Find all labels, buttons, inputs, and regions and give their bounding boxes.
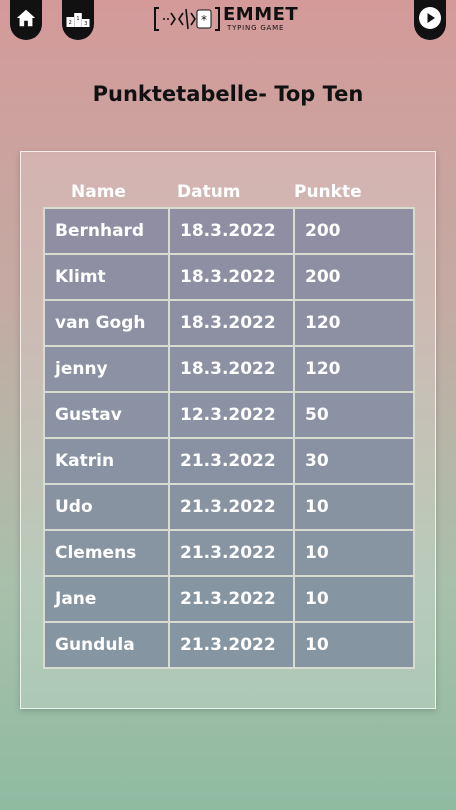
table-row: Udo 21.3.2022 10 [43, 483, 415, 531]
player-name-cell: Bernhard [43, 207, 170, 255]
play-icon [414, 2, 446, 34]
table-row: jenny 18.3.2022 120 [43, 345, 415, 393]
points-cell: 120 [293, 299, 415, 347]
player-name-cell: Klimt [43, 253, 170, 301]
logo-subtitle: TYPING GAME [227, 24, 285, 32]
points-cell: 10 [293, 483, 415, 531]
player-name-cell: jenny [43, 345, 170, 393]
table-row: Gundula 21.3.2022 10 [43, 621, 415, 669]
play-button[interactable] [414, 0, 446, 40]
leaderboard-table: Name Datum Punkte Bernhard 18.3.2022 200 Kl… [43, 176, 415, 669]
date-cell: 21.3.2022 [168, 529, 295, 577]
player-name-cell: Gundula [43, 621, 170, 669]
points-cell: 10 [293, 529, 415, 577]
svg-text:2: 2 [69, 20, 72, 26]
podium-icon: 2 1 3 [62, 2, 94, 34]
date-cell: 18.3.2022 [168, 207, 295, 255]
date-cell: 21.3.2022 [168, 483, 295, 531]
svg-text:3: 3 [84, 21, 87, 27]
points-cell: 50 [293, 391, 415, 439]
points-cell: 200 [293, 253, 415, 301]
column-header-name: Name [71, 181, 126, 202]
leaderboard-card: Name Datum Punkte Bernhard 18.3.2022 200 Kl… [20, 151, 436, 709]
ranking-button[interactable]: 2 1 3 [62, 0, 94, 40]
points-cell: 120 [293, 345, 415, 393]
logo: * EMMET TYPING GAME [153, 4, 301, 34]
home-icon [10, 2, 42, 34]
player-name-cell: Udo [43, 483, 170, 531]
date-cell: 21.3.2022 [168, 621, 295, 669]
date-cell: 18.3.2022 [168, 253, 295, 301]
page-title: Punktetabelle- Top Ten [92, 82, 364, 106]
leaderboard-body: Bernhard 18.3.2022 200 Klimt 18.3.2022 200 van… [43, 207, 415, 669]
points-cell: 30 [293, 437, 415, 485]
player-name-cell: Katrin [43, 437, 170, 485]
date-cell: 18.3.2022 [168, 345, 295, 393]
svg-text:*: * [201, 13, 207, 27]
player-name-cell: van Gogh [43, 299, 170, 347]
date-cell: 12.3.2022 [168, 391, 295, 439]
svg-text:1: 1 [76, 16, 79, 22]
table-row: Clemens 21.3.2022 10 [43, 529, 415, 577]
player-name-cell: Gustav [43, 391, 170, 439]
points-cell: 10 [293, 621, 415, 669]
player-name-cell: Jane [43, 575, 170, 623]
table-row: Gustav 12.3.2022 50 [43, 391, 415, 439]
table-row: van Gogh 18.3.2022 120 [43, 299, 415, 347]
table-row: Klimt 18.3.2022 200 [43, 253, 415, 301]
player-name-cell: Clemens [43, 529, 170, 577]
date-cell: 18.3.2022 [168, 299, 295, 347]
table-row: Katrin 21.3.2022 30 [43, 437, 415, 485]
column-header-date: Datum [177, 181, 241, 202]
logo-title: EMMET [223, 4, 299, 25]
points-cell: 10 [293, 575, 415, 623]
date-cell: 21.3.2022 [168, 437, 295, 485]
logo-mark-icon: * [154, 7, 220, 31]
column-header-points: Punkte [294, 181, 362, 202]
table-row: Bernhard 18.3.2022 200 [43, 207, 415, 255]
home-button[interactable] [10, 0, 42, 40]
date-cell: 21.3.2022 [168, 575, 295, 623]
table-header-row: Name Datum Punkte [44, 176, 414, 208]
points-cell: 200 [293, 207, 415, 255]
table-row: Jane 21.3.2022 10 [43, 575, 415, 623]
